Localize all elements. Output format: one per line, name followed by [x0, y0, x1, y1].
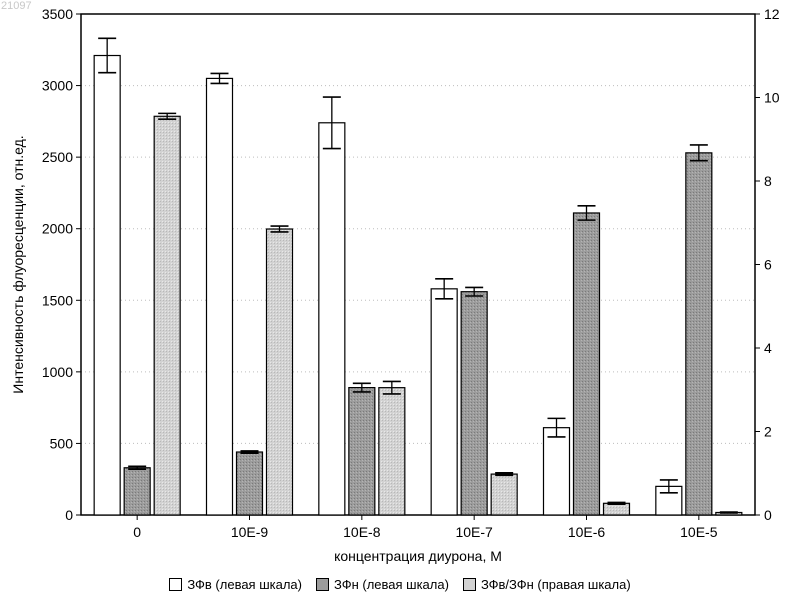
left-tick-label-5: 2500	[42, 149, 73, 165]
legend-item-ratio: ЗФв/ЗФн (правая шкала)	[463, 577, 631, 592]
legend-label-ratio: ЗФв/ЗФн (правая шкала)	[481, 577, 631, 592]
x-axis-title: концентрация диурона, М	[334, 548, 502, 564]
bar-0-2	[319, 123, 345, 515]
bar-0-3	[431, 289, 457, 515]
bar-2-3	[491, 474, 517, 515]
bar-1-1	[237, 452, 263, 515]
x-tick-label-5: 10E-5	[680, 524, 718, 540]
left-tick-label-4: 2000	[42, 221, 73, 237]
bar-2-1	[267, 229, 293, 515]
bar-1-4	[574, 213, 600, 515]
left-tick-label-3: 1500	[42, 292, 73, 308]
right-tick-label-0: 0	[764, 507, 772, 523]
right-tick-label-1: 2	[764, 424, 772, 440]
x-tick-label-1: 10E-9	[231, 524, 269, 540]
bar-1-2	[349, 388, 375, 515]
left-tick-label-1: 500	[50, 435, 74, 451]
right-tick-label-5: 10	[764, 90, 780, 106]
bar-2-2	[379, 388, 405, 515]
bar-1-5	[686, 153, 712, 515]
right-tick-label-4: 8	[764, 173, 772, 189]
legend-label-zfv: ЗФв (левая шкала)	[187, 577, 302, 592]
x-tick-label-4: 10E-6	[568, 524, 606, 540]
legend-item-zfn: ЗФн (левая шкала)	[316, 577, 449, 592]
legend-swatch-zfn	[316, 578, 329, 591]
bar-0-4	[544, 428, 570, 515]
bar-1-0	[124, 468, 150, 515]
bar-1-3	[461, 292, 487, 515]
right-tick-label-2: 4	[764, 340, 772, 356]
left-tick-label-2: 1000	[42, 364, 73, 380]
bar-2-0	[154, 116, 180, 515]
x-tick-label-0: 0	[133, 524, 141, 540]
plot-frame	[81, 14, 755, 515]
x-tick-label-3: 10E-7	[455, 524, 493, 540]
bar-2-4	[604, 503, 630, 515]
chart-legend: ЗФв (левая шкала) ЗФн (левая шкала) ЗФв/…	[0, 574, 800, 594]
x-tick-label-2: 10E-8	[343, 524, 381, 540]
bar-0-0	[94, 56, 120, 515]
legend-item-zfv: ЗФв (левая шкала)	[169, 577, 302, 592]
y-axis-title: Интенсивность флуоресценции, отн.ед.	[10, 135, 26, 393]
right-tick-label-6: 12	[764, 6, 780, 22]
right-tick-label-3: 6	[764, 257, 772, 273]
legend-swatch-ratio	[463, 578, 476, 591]
left-tick-label-0: 0	[65, 507, 73, 523]
left-tick-label-7: 3500	[42, 6, 73, 22]
legend-label-zfn: ЗФн (левая шкала)	[334, 577, 449, 592]
bar-0-1	[207, 78, 233, 515]
legend-swatch-zfv	[169, 578, 182, 591]
left-tick-label-6: 3000	[42, 78, 73, 94]
